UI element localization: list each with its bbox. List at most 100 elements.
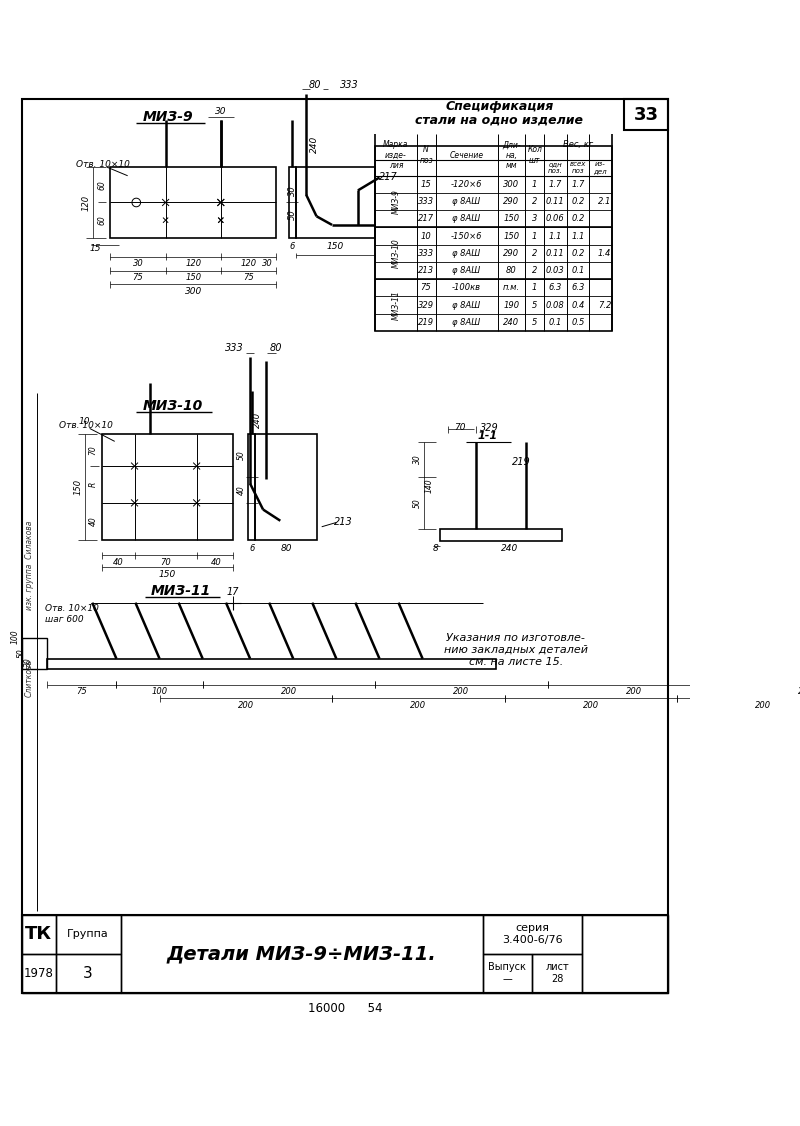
Bar: [22, 915, 669, 992]
Text: φ 8АШ: φ 8АШ: [453, 214, 481, 223]
Text: изк. группа  Силакова: изк. группа Силакова: [25, 521, 34, 610]
Text: 1.1: 1.1: [549, 232, 562, 241]
Text: 17: 17: [226, 588, 239, 597]
Bar: [623, 99, 669, 129]
Text: 300: 300: [185, 287, 202, 296]
Text: 1: 1: [532, 232, 538, 241]
Bar: [296, 167, 375, 238]
Text: N
поз: N поз: [419, 145, 433, 164]
Text: 2: 2: [532, 266, 538, 275]
Text: 75: 75: [421, 284, 431, 293]
Text: 33: 33: [634, 106, 658, 124]
Bar: [121, 915, 483, 992]
Text: 1: 1: [532, 284, 538, 293]
Text: Отв. 10×10: Отв. 10×10: [58, 421, 113, 430]
Text: ТК: ТК: [26, 926, 52, 944]
Text: R: R: [89, 482, 98, 488]
Text: 60: 60: [98, 215, 106, 225]
Text: 329: 329: [418, 301, 434, 310]
Text: 0.4: 0.4: [571, 301, 585, 310]
Text: 213: 213: [334, 518, 353, 527]
Text: шаг 600: шаг 600: [45, 615, 83, 624]
Bar: [22, 954, 56, 992]
Text: 15: 15: [421, 180, 431, 189]
Text: п.м.: п.м.: [503, 284, 520, 293]
Text: 6: 6: [290, 242, 295, 251]
Text: -100кв: -100кв: [452, 284, 481, 293]
Bar: [532, 954, 582, 992]
Text: 80: 80: [309, 80, 321, 90]
Text: 140: 140: [425, 479, 434, 493]
Text: 80: 80: [270, 343, 282, 354]
Text: 50: 50: [17, 649, 26, 659]
Text: 2: 2: [532, 197, 538, 206]
Text: 0.1: 0.1: [571, 266, 585, 275]
Bar: [56, 915, 121, 954]
Text: 219: 219: [418, 318, 434, 327]
Text: 240: 240: [310, 135, 319, 153]
Text: φ 8АШ: φ 8АШ: [453, 318, 481, 327]
Text: 150: 150: [503, 214, 519, 223]
Text: 5: 5: [532, 301, 538, 310]
Text: 10: 10: [421, 232, 431, 241]
Text: 6.3: 6.3: [549, 284, 562, 293]
Text: 150: 150: [158, 570, 176, 579]
Text: 30: 30: [215, 107, 226, 116]
Bar: [110, 167, 276, 238]
Text: Отв. 10×10: Отв. 10×10: [76, 160, 130, 169]
Text: 300: 300: [503, 180, 519, 189]
Text: 40: 40: [211, 557, 222, 566]
Text: Выпуск
—: Выпуск —: [488, 963, 526, 984]
Text: 100: 100: [10, 629, 19, 644]
Text: 200: 200: [281, 687, 297, 696]
Text: 0.2: 0.2: [571, 197, 585, 206]
Text: φ 8АШ: φ 8АШ: [453, 249, 481, 258]
Text: 50: 50: [237, 450, 246, 461]
Text: 200: 200: [582, 700, 599, 709]
Text: 0.06: 0.06: [546, 214, 565, 223]
Text: серия
3.400-6/76: серия 3.400-6/76: [502, 923, 562, 945]
Text: -120×6: -120×6: [451, 180, 482, 189]
Text: 290: 290: [503, 197, 519, 206]
Bar: [22, 915, 56, 954]
Text: Кол
шт: Кол шт: [527, 145, 542, 164]
Text: 3: 3: [532, 214, 538, 223]
Text: 0.11: 0.11: [546, 249, 565, 258]
Text: 120: 120: [185, 259, 202, 268]
Text: 200: 200: [238, 700, 254, 709]
Text: 333: 333: [418, 249, 434, 258]
Text: 0.5: 0.5: [571, 318, 585, 327]
Text: 1.1: 1.1: [571, 232, 585, 241]
Text: 333: 333: [418, 197, 434, 206]
Text: МИЗ-10: МИЗ-10: [142, 399, 202, 413]
Text: МИЗ-11: МИЗ-11: [151, 584, 211, 598]
Text: φ 8АШ: φ 8АШ: [453, 301, 481, 310]
Text: из-
дел: из- дел: [594, 161, 607, 175]
Text: 120: 120: [240, 259, 257, 268]
Text: стали на одно изделие: стали на одно изделие: [415, 114, 583, 127]
Text: 50: 50: [288, 209, 297, 220]
Bar: [255, 435, 318, 539]
Text: 0.03: 0.03: [546, 266, 565, 275]
Text: Отв. 10×10: Отв. 10×10: [45, 605, 98, 614]
Text: 200: 200: [454, 687, 470, 696]
Text: 150: 150: [73, 479, 82, 495]
Text: φ 8АШ: φ 8АШ: [453, 197, 481, 206]
Text: 60: 60: [98, 180, 106, 189]
Text: 70: 70: [89, 446, 98, 455]
Text: Группа: Группа: [67, 929, 109, 939]
Text: 290: 290: [503, 249, 519, 258]
Bar: [56, 954, 121, 992]
Text: 150: 150: [327, 242, 344, 251]
Text: φ 8АШ: φ 8АШ: [453, 266, 481, 275]
Text: Детали МИЗ-9÷МИЗ-11.: Детали МИЗ-9÷МИЗ-11.: [167, 945, 437, 963]
Text: 200: 200: [755, 700, 771, 709]
Text: 200: 200: [626, 687, 642, 696]
Text: 40: 40: [237, 485, 246, 494]
Text: лист
28: лист 28: [546, 963, 569, 984]
Text: 1: 1: [532, 180, 538, 189]
Text: 80: 80: [281, 544, 292, 553]
Text: 1.7: 1.7: [571, 180, 585, 189]
Text: 5: 5: [532, 318, 538, 327]
Text: 240: 240: [253, 412, 262, 428]
